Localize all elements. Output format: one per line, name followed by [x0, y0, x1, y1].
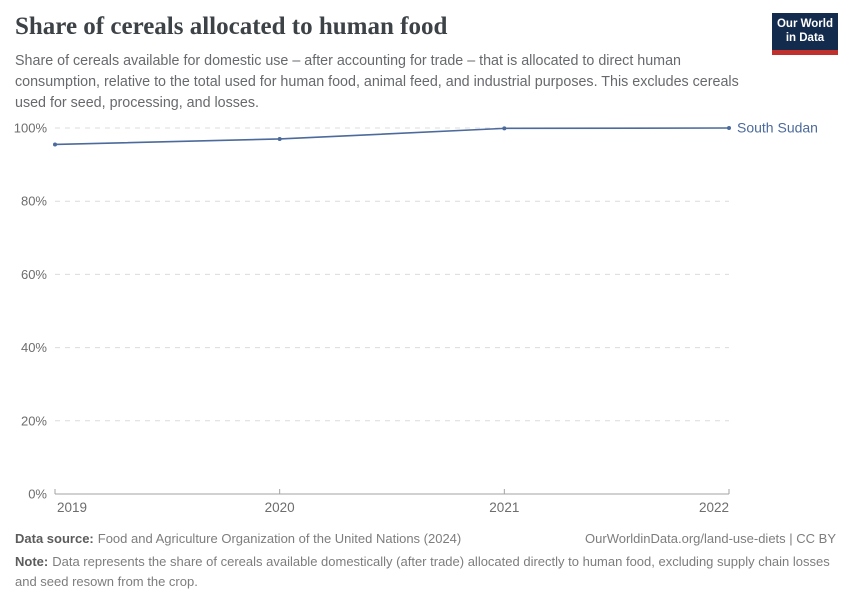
- data-source: Data source: Food and Agriculture Organiz…: [15, 531, 461, 546]
- footer-note: Note: Data represents the share of cereal…: [15, 552, 831, 591]
- owid-license-link[interactable]: OurWorldinData.org/land-use-diets | CC B…: [585, 531, 836, 546]
- data-point-south-sudan-2022[interactable]: [727, 126, 731, 130]
- page-title: Share of cereals allocated to human food: [15, 13, 448, 40]
- x-tick-label: 2022: [699, 500, 729, 515]
- owid-logo[interactable]: Our World in Data: [772, 13, 838, 55]
- data-source-text: Food and Agriculture Organization of the…: [97, 531, 462, 546]
- owid-logo-line2: in Data: [785, 31, 825, 44]
- x-tick-label: 2019: [57, 500, 87, 515]
- y-tick-label: 60%: [21, 267, 47, 282]
- data-source-label: Data source:: [15, 531, 94, 546]
- x-tick-label: 2021: [489, 500, 519, 515]
- data-point-south-sudan-2019[interactable]: [53, 142, 57, 147]
- data-line-south-sudan[interactable]: [54, 127, 730, 146]
- footer-source-row: Data source: Food and Agriculture Organiz…: [15, 531, 836, 546]
- note-text: Data represents the share of cereals ava…: [15, 554, 830, 589]
- y-tick-label: 40%: [21, 340, 47, 355]
- owid-logo-line1: Our World: [776, 17, 833, 30]
- data-point-south-sudan-2020[interactable]: [277, 136, 282, 141]
- chart-subtitle: Share of cereals available for domestic …: [15, 53, 739, 111]
- y-tick-label: 0%: [28, 487, 47, 502]
- y-tick-label: 20%: [21, 413, 47, 428]
- entity-label-south-sudan[interactable]: South Sudan: [737, 120, 818, 136]
- note-label: Note:: [15, 554, 49, 569]
- y-tick-label: 100%: [14, 121, 48, 136]
- y-tick-label: 80%: [21, 194, 47, 209]
- data-point-south-sudan-2021[interactable]: [502, 126, 507, 131]
- x-tick-label: 2020: [265, 500, 295, 515]
